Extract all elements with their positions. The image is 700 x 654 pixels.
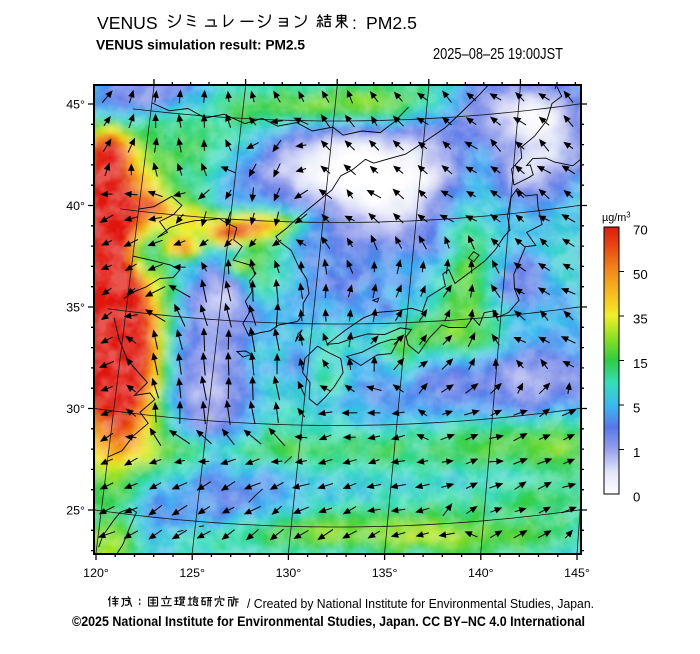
svg-text:125°: 125° bbox=[179, 566, 205, 580]
svg-text:140°: 140° bbox=[468, 566, 494, 580]
svg-text:0: 0 bbox=[633, 490, 640, 505]
svg-text:45°: 45° bbox=[66, 98, 85, 112]
svg-text:5: 5 bbox=[633, 401, 640, 416]
svg-text:15: 15 bbox=[633, 356, 648, 371]
svg-text:50: 50 bbox=[633, 267, 648, 282]
svg-text:VENUS: VENUS bbox=[97, 13, 158, 33]
svg-text:130°: 130° bbox=[276, 566, 302, 580]
svg-text:2025–08–25 19:00JST: 2025–08–25 19:00JST bbox=[433, 46, 563, 63]
svg-text:PM2.5: PM2.5 bbox=[366, 13, 417, 33]
svg-text::: : bbox=[352, 13, 357, 33]
svg-text:VENUS simulation result: PM2.5: VENUS simulation result: PM2.5 bbox=[96, 38, 305, 54]
svg-text:70: 70 bbox=[633, 223, 648, 238]
svg-text:135°: 135° bbox=[372, 566, 398, 580]
svg-text:35: 35 bbox=[633, 312, 648, 327]
svg-text:35°: 35° bbox=[66, 301, 85, 315]
svg-text:25°: 25° bbox=[66, 504, 85, 518]
svg-text:40°: 40° bbox=[66, 199, 85, 213]
svg-text:30°: 30° bbox=[66, 402, 85, 416]
svg-text:©2025 National Institute for E: ©2025 National Institute for Environment… bbox=[72, 614, 585, 629]
svg-text:µg/m3: µg/m3 bbox=[602, 210, 631, 224]
svg-text:145°: 145° bbox=[564, 566, 590, 580]
svg-text:120°: 120° bbox=[83, 566, 109, 580]
svg-text:/ Created by National Institut: / Created by National Institute for Envi… bbox=[247, 597, 594, 611]
svg-text:1: 1 bbox=[633, 445, 640, 460]
